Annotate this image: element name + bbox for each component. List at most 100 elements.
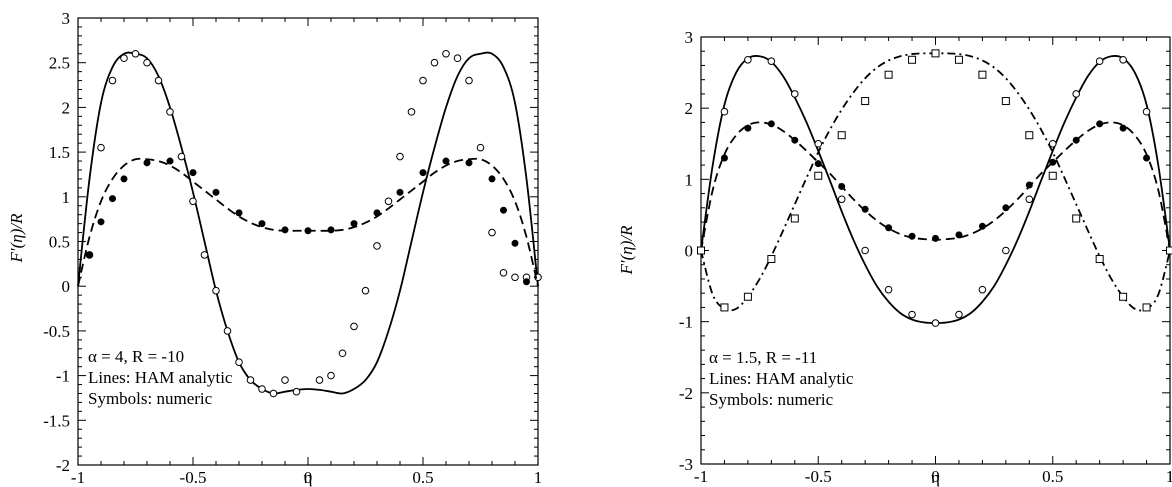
x-tick-label: 0 — [304, 468, 313, 487]
data-point-open-circle — [373, 242, 381, 250]
data-point-open-circle — [488, 228, 496, 237]
data-point-open-circle — [744, 55, 752, 64]
data-point-open-circle — [791, 90, 799, 98]
data-point-filled-circle — [1025, 181, 1033, 189]
data-point-open-circle — [1072, 90, 1081, 98]
series-line-dashed — [700, 121, 1171, 251]
data-point-open-circle — [361, 286, 370, 295]
data-point-open-circle — [223, 327, 232, 335]
data-point-filled-circle — [885, 224, 893, 232]
data-point-open-circle — [396, 152, 404, 161]
y-tick-label: 1 — [62, 188, 71, 207]
y-tick-label: -2 — [679, 384, 693, 403]
annotation-text: Symbols: numeric — [709, 390, 834, 409]
data-point-open-square — [1025, 131, 1034, 140]
x-tick-label: -1 — [694, 467, 708, 486]
x-tick-label: 0 — [931, 467, 940, 486]
data-point-filled-circle — [109, 195, 116, 203]
data-point-filled-circle — [327, 226, 335, 234]
data-point-filled-circle — [189, 169, 197, 177]
data-point-open-circle — [720, 107, 729, 116]
annotation-text: Symbols: numeric — [88, 389, 213, 408]
data-point-open-circle — [200, 251, 209, 259]
data-point-open-circle — [235, 358, 243, 366]
data-point-open-square — [790, 214, 799, 223]
y-tick-label: 0 — [685, 242, 694, 261]
data-point-filled-circle — [932, 234, 939, 242]
data-point-open-circle — [315, 376, 324, 384]
data-point-open-square — [978, 70, 987, 79]
data-point-filled-circle — [488, 175, 496, 183]
data-point-filled-circle — [442, 157, 450, 165]
data-point-open-circle — [837, 195, 846, 204]
data-point-filled-circle — [861, 205, 869, 213]
series-line-dash-dot — [700, 52, 1171, 312]
data-point-filled-circle — [838, 182, 846, 190]
x-tick-label: 0.5 — [1042, 467, 1063, 486]
data-point-filled-circle — [419, 169, 427, 177]
data-point-open-circle — [338, 349, 347, 358]
data-point-filled-circle — [166, 157, 174, 165]
data-point-open-circle — [978, 285, 987, 294]
data-point-filled-circle — [1119, 124, 1127, 132]
series-line-solid — [700, 55, 1171, 324]
data-point-open-circle — [384, 197, 393, 206]
data-point-open-circle — [814, 139, 823, 148]
data-point-open-circle — [350, 322, 358, 331]
data-point-open-circle — [908, 310, 916, 319]
x-tick-label: -0.5 — [180, 468, 207, 487]
data-point-filled-circle — [1096, 120, 1104, 128]
data-point-open-circle — [419, 76, 427, 85]
annotation-text: Lines: HAM analytic — [88, 368, 233, 387]
data-point-open-square — [931, 49, 940, 58]
data-point-open-square — [720, 303, 729, 312]
data-point-open-square — [908, 55, 917, 64]
data-point-filled-circle — [350, 220, 358, 228]
x-axis-title: η — [304, 468, 313, 487]
data-point-filled-circle — [212, 188, 220, 196]
data-point-filled-circle — [281, 226, 289, 234]
data-point-open-circle — [1142, 107, 1151, 116]
data-point-open-circle — [143, 58, 151, 67]
y-tick-label: -3 — [679, 455, 693, 474]
data-point-open-square — [954, 55, 963, 64]
data-point-filled-circle — [511, 239, 519, 247]
y-axis-title: F′(η)/R — [617, 225, 636, 276]
data-point-open-circle — [861, 246, 869, 255]
series-line-solid — [77, 51, 539, 395]
data-point-filled-circle — [720, 154, 728, 162]
data-point-open-square — [1001, 97, 1010, 106]
chart-right: -1 -0.5 0 0.5 1 -3 -2 -1 0 1 2 3 η F′(η)/R α = 1.5, R … — [617, 28, 1172, 487]
data-point-filled-circle — [1072, 136, 1080, 144]
data-point-open-circle — [1095, 57, 1104, 65]
data-point-filled-circle — [97, 218, 105, 226]
y-tick-label: -1.5 — [43, 411, 70, 430]
data-point-open-square — [861, 97, 870, 106]
data-point-filled-circle — [814, 160, 822, 168]
data-point-filled-circle — [791, 136, 799, 144]
y-tick-label: 0 — [62, 277, 71, 296]
data-point-open-square — [1095, 255, 1104, 264]
data-point-open-circle — [430, 58, 439, 67]
data-point-open-circle — [407, 108, 416, 116]
data-point-open-square — [767, 255, 776, 264]
data-point-open-circle — [269, 389, 278, 398]
data-point-open-circle — [292, 387, 301, 396]
x-tick-label: 1 — [1166, 467, 1172, 486]
data-point-open-circle — [955, 310, 963, 319]
data-point-filled-circle — [465, 159, 473, 167]
data-point-open-circle — [1025, 195, 1034, 204]
data-point-filled-circle — [373, 209, 381, 217]
x-tick-label: -0.5 — [805, 467, 832, 486]
data-point-open-square — [814, 171, 823, 180]
data-point-open-square — [1166, 246, 1172, 255]
y-axis-title: F′(η)/R — [7, 213, 26, 264]
data-point-open-circle — [281, 376, 289, 384]
data-point-open-circle — [108, 76, 117, 85]
data-point-open-circle — [246, 376, 255, 384]
data-point-open-circle — [131, 49, 140, 58]
data-point-open-circle — [166, 108, 174, 116]
y-tick-label: -1 — [56, 367, 70, 386]
y-tick-label: -1 — [679, 313, 693, 332]
data-point-filled-circle — [978, 222, 986, 230]
